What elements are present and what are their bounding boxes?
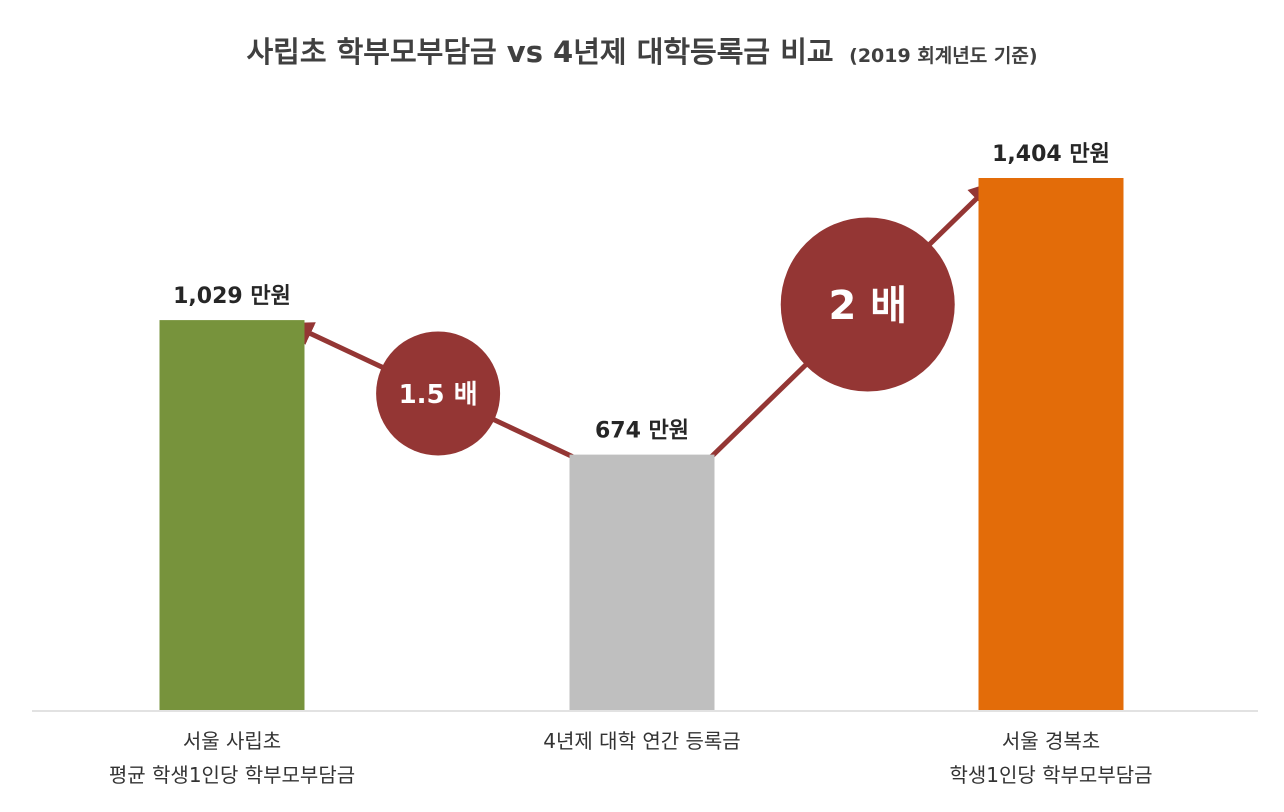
chart-subtitle: (2019 회계년도 기준) <box>849 45 1037 67</box>
x-tick-label-1: 서울 사립초 평균 학생1인당 학부모부담금 <box>109 729 355 787</box>
ratio-bubble-2 <box>780 217 955 392</box>
ratio-bubble-1 <box>376 331 501 456</box>
x-tick-label-2: 4년제 대학 연간 등록금 <box>543 729 740 753</box>
data-label-3: 1,404 만원 <box>992 142 1110 167</box>
data-label-1: 1,029 만원 <box>173 284 291 309</box>
chart-title-main: 사립초 학부모부담금 vs 4년제 대학등록금 비교 <box>246 35 833 69</box>
data-label-2: 674 만원 <box>595 419 689 444</box>
bar-3 <box>978 178 1124 710</box>
ratio-label-1: 1.5 배 <box>399 380 478 410</box>
ratio-label-2: 2 배 <box>828 283 907 329</box>
bar-1 <box>159 320 305 710</box>
x-tick-label-3: 서울 경복초 학생1인당 학부모부담금 <box>949 729 1152 787</box>
bar-2 <box>569 454 715 710</box>
chart-title: 사립초 학부모부담금 vs 4년제 대학등록금 비교 (2019 회계년도 기준… <box>246 35 1037 69</box>
